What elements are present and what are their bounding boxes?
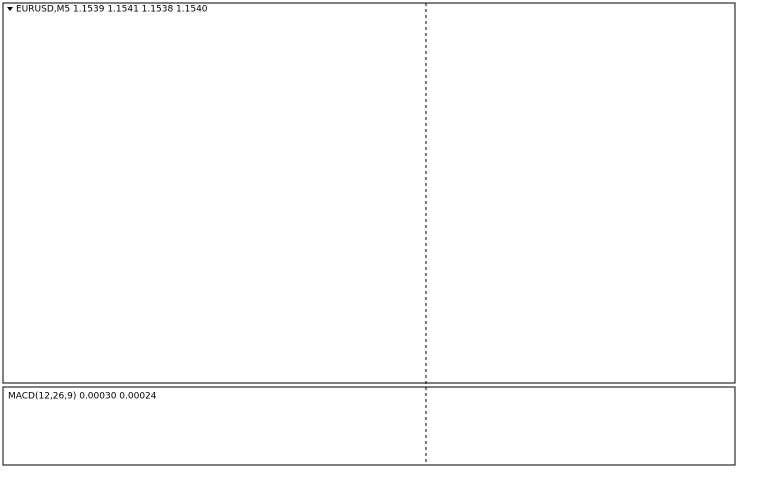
chart-title: EURUSD,M5 1.1539 1.1541 1.1538 1.1540	[16, 5, 208, 15]
macd-panel-frame	[2, 386, 736, 466]
main-panel-frame	[2, 2, 736, 384]
macd-title: MACD(12,26,9) 0.00030 0.00024	[8, 392, 157, 402]
menu-triangle	[7, 7, 13, 11]
